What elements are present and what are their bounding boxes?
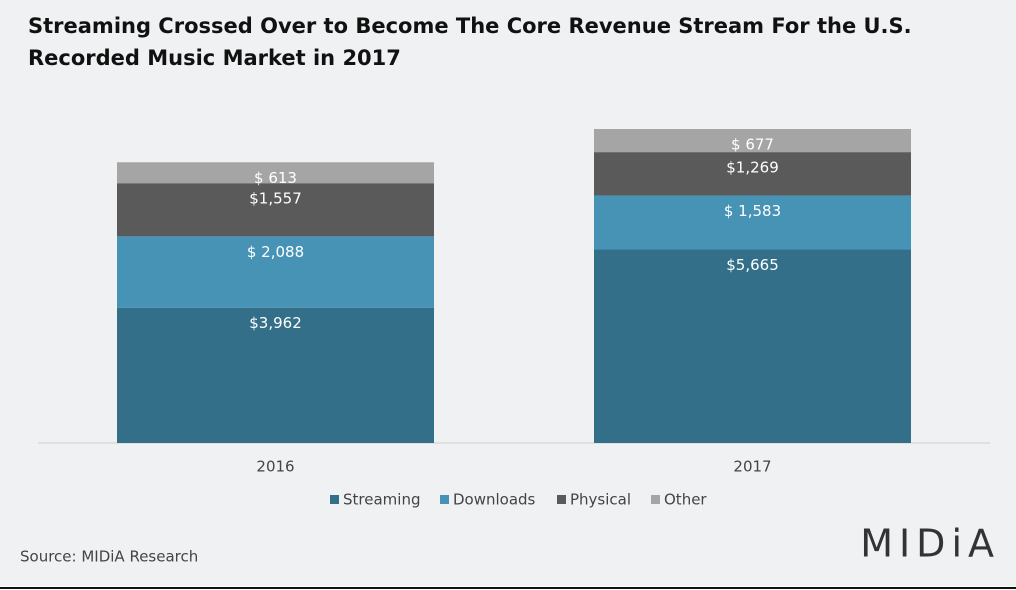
data-label: $3,962	[249, 314, 302, 332]
data-label: $ 677	[731, 136, 774, 154]
bar-segment	[594, 195, 911, 250]
legend-label: Physical	[570, 491, 631, 509]
bar-segment	[594, 129, 911, 153]
data-label: $ 1,583	[724, 202, 781, 220]
data-label: $ 2,088	[247, 243, 304, 261]
bar-segment	[117, 183, 434, 237]
data-label: $1,557	[249, 190, 302, 208]
data-label: $ 613	[254, 169, 297, 187]
bar-segment	[117, 307, 434, 443]
bar-segment	[594, 249, 911, 443]
bar-segment	[594, 152, 911, 196]
data-label: $5,665	[726, 256, 779, 274]
title-box: Streaming Crossed Over to Become The Cor…	[28, 14, 912, 70]
legend-label: Streaming	[343, 491, 420, 509]
legend-swatch	[651, 495, 660, 504]
legend-label: Other	[664, 491, 707, 509]
legend-swatch	[330, 495, 339, 504]
x-tick-label: 2016	[256, 458, 294, 476]
bar-segment	[117, 162, 434, 184]
legend-label: Downloads	[453, 491, 536, 509]
x-tick-label: 2017	[733, 458, 771, 476]
source: Source: MIDiA Research	[20, 548, 198, 566]
legend-swatch	[557, 495, 566, 504]
logo: MIDiA	[860, 522, 1000, 566]
bar-segment	[117, 236, 434, 308]
data-label: $1,269	[726, 159, 779, 177]
legend-swatch	[440, 495, 449, 504]
chart-title: Streaming Crossed Over to Become The Cor…	[28, 14, 912, 70]
